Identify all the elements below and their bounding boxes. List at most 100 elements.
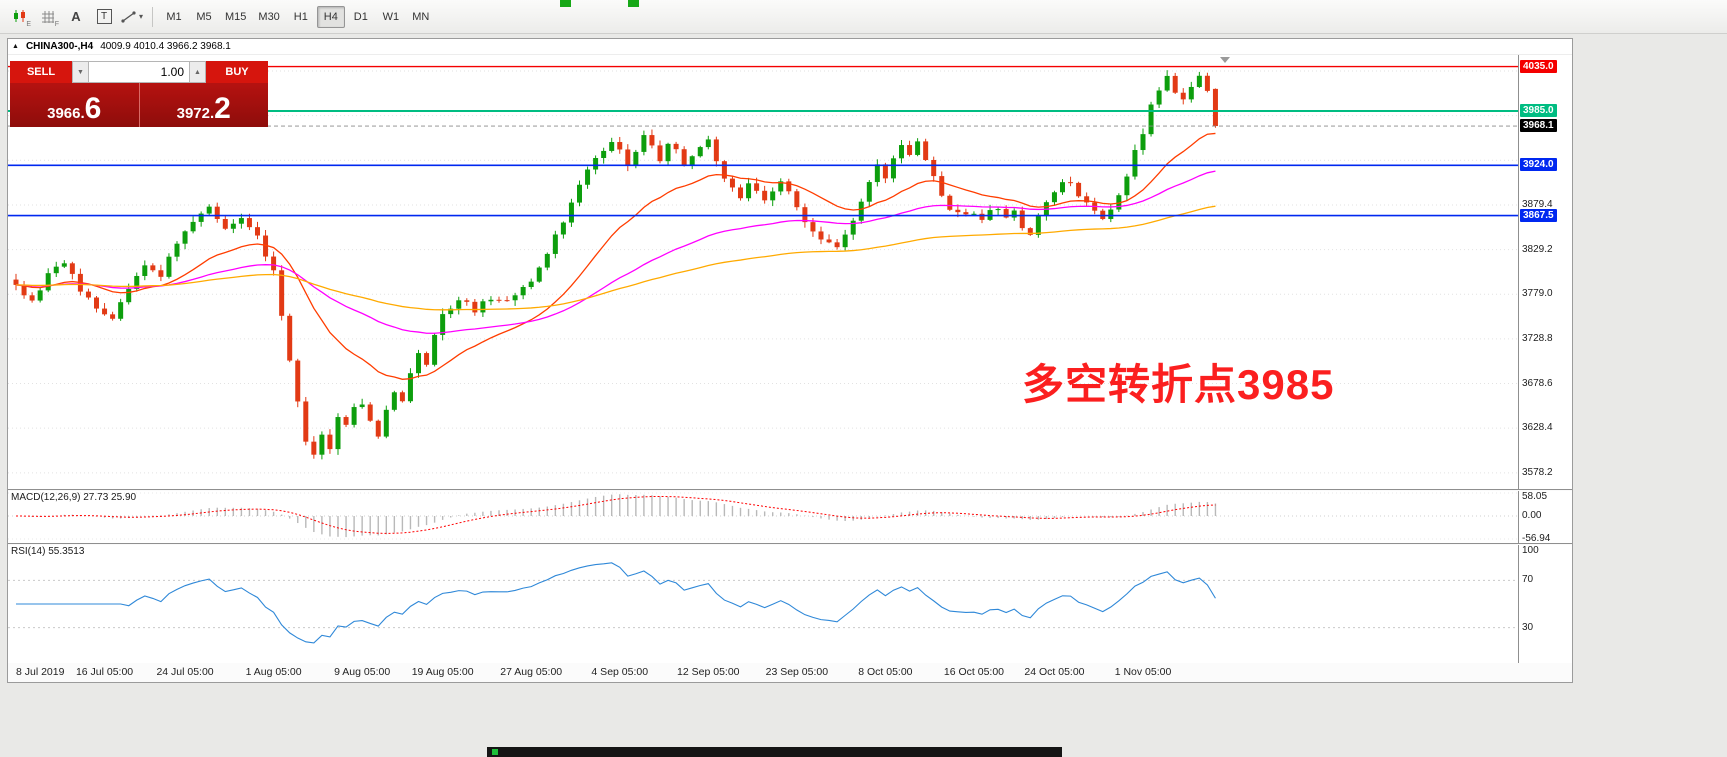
chart-window: ▲ CHINA300-,H4 4009.9 4010.4 3966.2 3968… — [7, 38, 1573, 683]
price-chart-canvas[interactable]: SELL ▼ ▲ BUY 3966. 6 3972. 2 — [8, 55, 1519, 489]
rsi-axis-label: 70 — [1522, 574, 1534, 586]
ma-mid-line — [15, 170, 1216, 334]
candlestick-chart-button[interactable]: E — [7, 5, 33, 29]
hint-letter: F — [54, 20, 59, 28]
time-axis-label: 1 Aug 05:00 — [245, 666, 302, 678]
price-tick-label: 3628.4 — [1522, 422, 1553, 434]
candlestick-chart-icon — [14, 10, 25, 22]
text-box-button[interactable]: T — [91, 5, 117, 29]
macd-axis-label: 0.00 — [1522, 510, 1542, 521]
text-letter-icon: A — [71, 9, 81, 24]
main-toolbar: E F A T ▾ M1 M5 M15 M30 H1 H4 D1 W1 MN — [0, 0, 1727, 34]
timeframe-button-w1[interactable]: W1 — [382, 10, 400, 23]
buy-price-display[interactable]: 3972. 2 — [140, 83, 269, 127]
time-axis-label: 4 Sep 05:00 — [591, 666, 649, 678]
rsi-line — [16, 562, 1216, 644]
buy-price-small: 3972. — [176, 104, 215, 122]
macd-signal-line — [15, 496, 1216, 534]
timeframe-button-m1[interactable]: M1 — [166, 10, 182, 23]
timeframe-button-h4[interactable]: H4 — [316, 5, 345, 28]
ma-slow-line — [15, 205, 1216, 311]
price-tick-label: 3879.4 — [1522, 198, 1553, 210]
panel-separator[interactable] — [8, 489, 1572, 491]
chart-shift-marker[interactable] — [1220, 57, 1230, 63]
time-axis-label: 12 Sep 05:00 — [677, 666, 740, 678]
time-axis[interactable]: 8 Jul 2019 16 Jul 05:00 24 Jul 05:00 1 Aug … — [8, 663, 1572, 682]
macd-histogram — [23, 494, 1217, 538]
timeframe-button-m30[interactable]: M30 — [258, 10, 280, 23]
macd-axis-label: -56.94 — [1522, 532, 1551, 544]
price-badge: 4035.0 — [1520, 59, 1557, 73]
price-axis[interactable]: 3879.4 3829.2 3779.0 3728.8 3678.6 3628.4 3578… — [1519, 55, 1572, 489]
rsi-panel: RSI(14) 55.3513 100 70 30 — [8, 545, 1572, 663]
macd-panel: MACD(12,26,9) 27.73 25.90 58.05 0.00 -56.9… — [8, 491, 1572, 544]
rsi-axis-label: 30 — [1522, 621, 1534, 633]
text-box-icon: T — [96, 9, 112, 24]
time-axis-label: 19 Aug 05:00 — [411, 666, 474, 678]
chart-header: ▲ CHINA300-,H4 4009.9 4010.4 3966.2 3968… — [8, 39, 1572, 55]
text-label-button[interactable]: A — [63, 5, 89, 29]
background-window-strip — [487, 747, 1062, 757]
timeframe-button-d1[interactable]: D1 — [353, 10, 368, 23]
price-tick-label: 3578.2 — [1522, 466, 1553, 478]
volume-input[interactable] — [89, 61, 189, 83]
timeframe-button-m15[interactable]: M15 — [225, 10, 247, 23]
price-panel: SELL ▼ ▲ BUY 3966. 6 3972. 2 — [8, 55, 1572, 489]
collapse-toggle-icon[interactable]: ▲ — [12, 43, 19, 50]
price-badge: 3867.5 — [1520, 208, 1557, 222]
macd-axis-label: 58.05 — [1522, 491, 1548, 502]
timeframe-button-m5[interactable]: M5 — [196, 10, 212, 23]
price-badge: 3924.0 — [1520, 158, 1557, 172]
price-badge: 3968.1 — [1520, 119, 1557, 133]
one-click-trade-widget: SELL ▼ ▲ BUY 3966. 6 3972. 2 — [10, 61, 268, 127]
timeframe-button-mn[interactable]: MN — [412, 10, 430, 23]
background-artifact — [560, 0, 571, 7]
sell-button[interactable]: SELL — [10, 61, 72, 83]
time-axis-label: 24 Jul 05:00 — [156, 666, 214, 678]
time-axis-label: 9 Aug 05:00 — [334, 666, 391, 678]
sell-price-big: 6 — [84, 92, 102, 125]
timeframe-group: M1 M5 M15 M30 H1 H4 D1 W1 MN — [159, 5, 436, 28]
time-axis-label: 8 Jul 2019 — [16, 666, 65, 678]
sell-price-small: 3966. — [47, 104, 85, 122]
timeframe-button-h1[interactable]: H1 — [293, 10, 308, 23]
panel-separator[interactable] — [8, 543, 1572, 545]
chart-symbol-title: CHINA300-,H4 — [25, 41, 94, 52]
buy-button[interactable]: BUY — [206, 61, 268, 83]
rsi-axis[interactable]: 100 70 30 — [1519, 545, 1572, 663]
price-tick-label: 3678.6 — [1522, 377, 1553, 389]
grid-button[interactable]: F — [35, 5, 61, 29]
time-axis-label: 1 Nov 05:00 — [1114, 666, 1172, 678]
background-artifact — [628, 0, 639, 7]
volume-dropdown-button[interactable]: ▼ — [72, 61, 89, 83]
chart-ohlc-values: 4009.9 4010.4 3966.2 3968.1 — [100, 41, 231, 52]
price-tick-label: 3779.0 — [1522, 288, 1553, 300]
sell-price-display[interactable]: 3966. 6 — [10, 83, 140, 127]
rsi-label: RSI(14) 55.3513 — [11, 546, 85, 557]
chevron-down-icon: ▾ — [138, 12, 143, 21]
ma-fast-line — [15, 132, 1216, 380]
price-tick-label: 3728.8 — [1522, 332, 1553, 344]
macd-axis[interactable]: 58.05 0.00 -56.94 — [1519, 491, 1572, 544]
buy-price-big: 2 — [214, 92, 231, 125]
time-axis-label: 16 Oct 05:00 — [943, 666, 1004, 678]
grid-icon — [42, 10, 54, 23]
time-axis-label: 24 Oct 05:00 — [1024, 666, 1085, 678]
draw-tool-button[interactable]: ▾ — [119, 5, 145, 29]
volume-up-button[interactable]: ▲ — [189, 61, 206, 83]
draw-tool-icon — [121, 10, 136, 23]
price-badge: 3985.0 — [1520, 104, 1557, 118]
chart-annotation: 多空转折点3985 — [1022, 361, 1335, 408]
rsi-axis-label: 100 — [1522, 545, 1539, 556]
hint-letter: E — [26, 20, 31, 28]
time-axis-label: 16 Jul 05:00 — [75, 666, 134, 678]
candlestick-series — [13, 70, 1218, 460]
toolbar-separator — [152, 6, 153, 27]
rsi-canvas[interactable]: RSI(14) 55.3513 — [8, 545, 1519, 663]
time-axis-label: 27 Aug 05:00 — [500, 666, 563, 678]
macd-canvas[interactable]: MACD(12,26,9) 27.73 25.90 — [8, 491, 1519, 543]
price-tick-label: 3829.2 — [1522, 243, 1553, 255]
green-status-dot — [492, 749, 498, 755]
macd-label: MACD(12,26,9) 27.73 25.90 — [11, 492, 137, 503]
time-axis-label: 8 Oct 05:00 — [858, 666, 913, 678]
